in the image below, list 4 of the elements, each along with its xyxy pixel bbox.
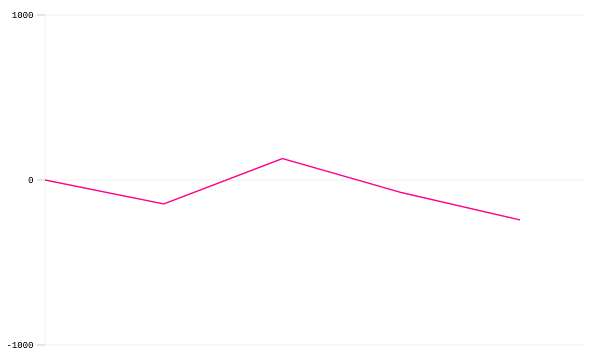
line-series [45,158,521,221]
y-tick-label: 1000 [12,12,33,18]
y-tick-label: -1000 [8,342,33,348]
y-tick-label: 0 [28,176,33,184]
